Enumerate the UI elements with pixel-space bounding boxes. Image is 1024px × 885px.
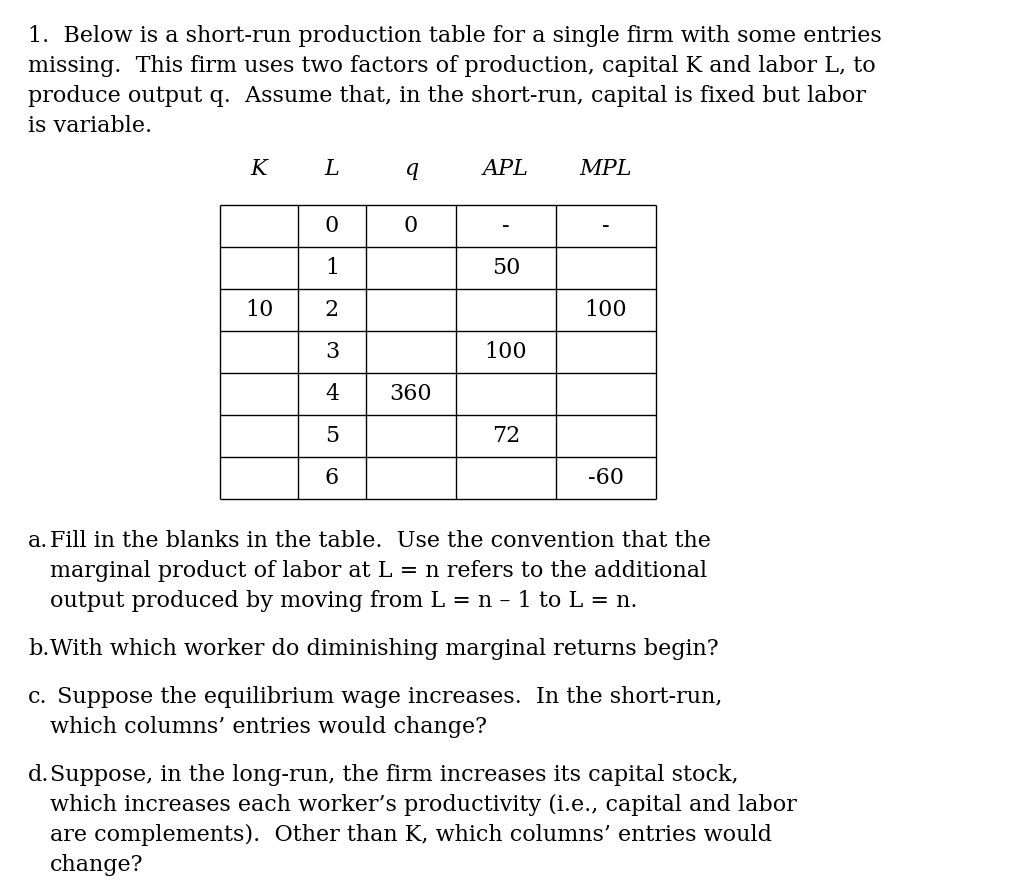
Text: b.: b. <box>28 638 49 660</box>
Text: 10: 10 <box>245 298 273 320</box>
Text: 0: 0 <box>403 214 418 236</box>
Text: are complements).  Other than K, which columns’ entries would: are complements). Other than K, which co… <box>50 824 772 846</box>
Text: -: - <box>602 214 610 236</box>
Text: -60: -60 <box>588 466 624 489</box>
Text: 0: 0 <box>325 214 339 236</box>
Text: 360: 360 <box>390 382 432 404</box>
Text: Suppose, in the long-run, the firm increases its capital stock,: Suppose, in the long-run, the firm incre… <box>50 764 738 786</box>
Text: 1: 1 <box>325 257 339 279</box>
Text: 3: 3 <box>325 341 339 363</box>
Text: produce output q.  Assume that, in the short-run, capital is fixed but labor: produce output q. Assume that, in the sh… <box>28 85 866 107</box>
Text: -: - <box>502 214 510 236</box>
Text: 72: 72 <box>492 425 520 447</box>
Text: output produced by moving from L = n – 1 to L = n.: output produced by moving from L = n – 1… <box>50 590 638 612</box>
Text: 4: 4 <box>325 382 339 404</box>
Text: 2: 2 <box>325 298 339 320</box>
Text: 1.  Below is a short-run production table for a single firm with some entries: 1. Below is a short-run production table… <box>28 25 882 47</box>
Text: L: L <box>325 158 339 180</box>
Text: Suppose the equilibrium wage increases.  In the short-run,: Suppose the equilibrium wage increases. … <box>50 686 723 708</box>
Text: 6: 6 <box>325 466 339 489</box>
Text: is variable.: is variable. <box>28 115 153 137</box>
Text: APL: APL <box>483 158 529 180</box>
Text: q: q <box>403 158 418 180</box>
Text: d.: d. <box>28 764 49 786</box>
Text: marginal product of labor at L = n refers to the additional: marginal product of labor at L = n refer… <box>50 560 708 582</box>
Text: 5: 5 <box>325 425 339 447</box>
Text: With which worker do diminishing marginal returns begin?: With which worker do diminishing margina… <box>50 638 719 660</box>
Text: 100: 100 <box>484 341 527 363</box>
Text: change?: change? <box>50 854 143 876</box>
Text: Fill in the blanks in the table.  Use the convention that the: Fill in the blanks in the table. Use the… <box>50 530 711 552</box>
Text: which columns’ entries would change?: which columns’ entries would change? <box>50 716 487 738</box>
Text: missing.  This firm uses two factors of production, capital K and labor L, to: missing. This firm uses two factors of p… <box>28 55 876 77</box>
Text: 50: 50 <box>492 257 520 279</box>
Text: MPL: MPL <box>580 158 632 180</box>
Text: a.: a. <box>28 530 48 552</box>
Text: c.: c. <box>28 686 48 708</box>
Text: K: K <box>251 158 267 180</box>
Text: 100: 100 <box>585 298 628 320</box>
Text: which increases each worker’s productivity (i.e., capital and labor: which increases each worker’s productivi… <box>50 794 797 816</box>
